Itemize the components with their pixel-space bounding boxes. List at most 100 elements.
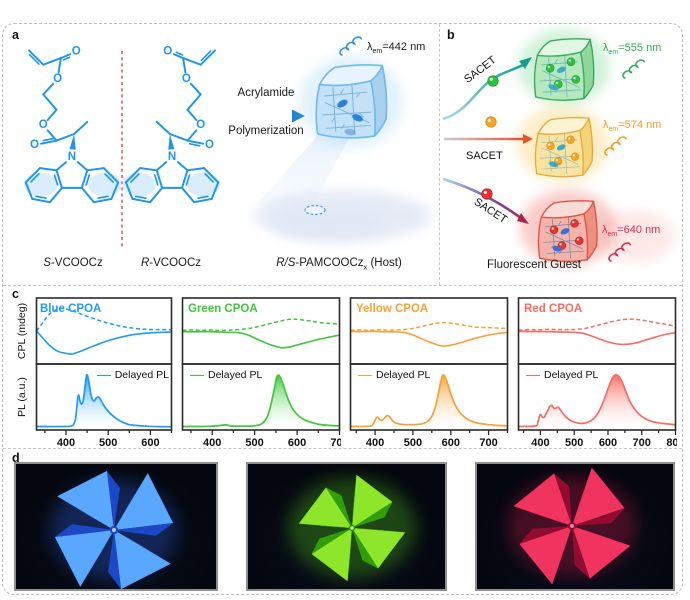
- blue-pinwheel-image: [50, 470, 178, 589]
- x-axis-ticks: 400 500 600 700: [355, 430, 509, 448]
- chromophore-ellipse: [560, 228, 570, 235]
- chromophore-ellipse: [556, 66, 566, 73]
- phosphorescence-coil-icon: [339, 36, 362, 56]
- chromophore-ellipse: [549, 161, 559, 168]
- cpl-negative-curve: [182, 330, 340, 349]
- delayed-pl-curve: [518, 374, 676, 428]
- svg-text:O: O: [205, 139, 214, 151]
- photo-green-pinwheel: [246, 462, 447, 591]
- delayed-pl-curve: [182, 374, 340, 428]
- emission-wavelength-host: λem=442 nm: [367, 41, 426, 56]
- red-pinwheel-image: [508, 467, 636, 585]
- guest-sphere: [545, 63, 555, 73]
- pl-frame: [349, 363, 509, 431]
- svg-text:700: 700: [330, 437, 341, 448]
- svg-text:O: O: [72, 46, 81, 58]
- guest-sphere: [487, 75, 499, 87]
- svg-text:400: 400: [57, 437, 75, 448]
- pl-frame: [517, 363, 677, 431]
- cpl-positive-curve: [518, 318, 676, 331]
- guest-sphere: [566, 135, 575, 144]
- chromophore-ellipse: [344, 128, 356, 136]
- svg-text:600: 600: [288, 437, 306, 448]
- chart-yellow-cpoa: Yellow CPOA Delayed PL 400 500 600 700: [349, 296, 509, 448]
- svg-text:400: 400: [531, 437, 549, 448]
- svg-text:600: 600: [141, 437, 159, 448]
- guest-sphere: [575, 236, 584, 246]
- cpl-positive-curve: [35, 307, 172, 332]
- molecule-label-s-vcoocz: S-VCOOCz: [43, 257, 103, 269]
- host-label: R/S-PAMCOOCzx (Host): [276, 257, 402, 272]
- green-pinwheel-image: [288, 474, 416, 582]
- chart-plot: 400 500 600: [35, 297, 173, 448]
- svg-text:O: O: [39, 119, 48, 131]
- cpl-axis-label: CPL (mdeg): [16, 302, 28, 360]
- molecule-label-r-vcoocz: R-VCOOCz: [140, 257, 202, 269]
- fluorescent-guest-caption: Fluorescent Guest: [487, 259, 581, 271]
- phosphorescence-coil-icon: [622, 59, 645, 79]
- panel-b: b SACET SACET SACET λem=555 nm λem=574 n…: [440, 24, 682, 285]
- svg-text:O: O: [53, 73, 62, 85]
- delayed-pl-area: [518, 374, 676, 427]
- svg-text:800: 800: [666, 437, 677, 448]
- chromophore-ellipse: [552, 245, 562, 252]
- guest-sphere: [481, 188, 493, 200]
- legend-line-icon: [96, 374, 111, 376]
- spectra-charts-row: CPL (mdeg) PL (a.u.) Blue CPOA Delayed P…: [9, 296, 677, 448]
- legend: Delayed PL: [96, 369, 169, 381]
- pinwheel: [54, 470, 174, 589]
- cpl-negative-curve: [518, 330, 676, 346]
- chart-title: Green CPOA: [188, 303, 258, 315]
- svg-text:400: 400: [366, 437, 384, 448]
- svg-text:500: 500: [99, 437, 117, 448]
- phosphorescence-coil-icon: [604, 136, 627, 156]
- pinwheel: [513, 467, 631, 585]
- chromophore-ellipse: [556, 144, 566, 151]
- cpl-negative-curve: [35, 330, 172, 355]
- phosphorescence-coil-icon: [608, 242, 631, 262]
- delayed-pl-curve: [350, 374, 508, 428]
- reaction-arrow: [225, 109, 305, 123]
- x-axis-ticks: 400 500 600: [44, 430, 173, 448]
- photo-red-pinwheel: [475, 462, 675, 591]
- legend: Delayed PL: [526, 369, 598, 381]
- svg-text:400: 400: [203, 437, 221, 448]
- chart-green-cpoa: Green CPOA Delayed PL 400 500 600 700: [181, 296, 341, 448]
- pl-frame: [181, 363, 341, 431]
- panel-b-label: b: [447, 28, 455, 42]
- x-axis-ticks: 400 500 600 700: [190, 430, 341, 448]
- svg-text:N: N: [168, 151, 176, 163]
- cpl-positive-curve: [182, 318, 340, 332]
- delayed-pl-curve: [36, 373, 172, 428]
- legend: Delayed PL: [358, 369, 430, 381]
- guest-sphere: [549, 225, 559, 234]
- svg-text:500: 500: [404, 437, 422, 448]
- guest-sphere: [566, 57, 576, 67]
- delayed-pl-area: [182, 375, 340, 427]
- legend-line-icon: [358, 374, 372, 376]
- cpl-negative-curve: [350, 330, 508, 347]
- svg-text:700: 700: [633, 437, 651, 448]
- svg-text:N: N: [68, 151, 76, 163]
- focus-spot: [304, 204, 326, 216]
- svg-text:600: 600: [442, 437, 460, 448]
- red-cpoa-cube: [537, 200, 598, 263]
- green-cpoa-cube: [533, 38, 595, 101]
- emission-wavelength-green: λem=555 nm: [603, 42, 662, 57]
- panel-d: d: [3, 449, 682, 596]
- chromophore-ellipse: [352, 114, 364, 122]
- chromophore-ellipse: [337, 99, 348, 108]
- emission-wavelength-yellow: λem=574 nm: [603, 119, 662, 134]
- svg-text:O: O: [163, 46, 172, 58]
- chart-plot: 400 500 600 700: [349, 297, 509, 448]
- reaction-label-acrylamide: Acrylamide: [237, 87, 295, 99]
- svg-text:O: O: [30, 139, 39, 151]
- pinwheel: [298, 474, 406, 582]
- chart-title: Blue CPOA: [40, 303, 102, 315]
- svg-text:600: 600: [599, 437, 617, 448]
- cpl-positive-curve: [350, 321, 508, 332]
